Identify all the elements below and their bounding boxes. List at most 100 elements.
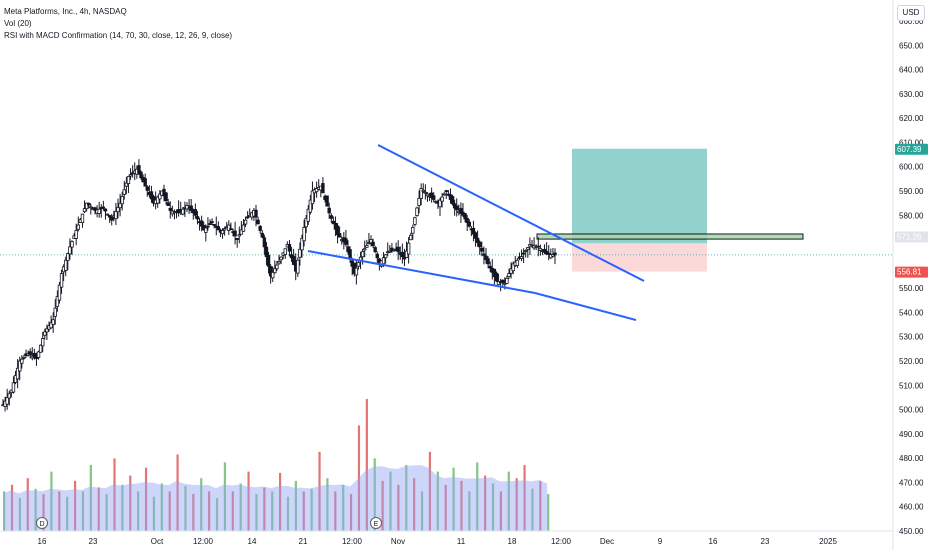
- volume-bar: [326, 478, 329, 531]
- volume-bar: [460, 480, 463, 531]
- candle-body: [262, 237, 267, 248]
- candle-body: [139, 171, 143, 179]
- candle-body: [365, 245, 369, 248]
- entry-zone-rectangle[interactable]: [536, 233, 804, 240]
- candle-body: [273, 268, 277, 274]
- candle-body: [82, 208, 87, 213]
- price-tick-label: 590.00: [899, 187, 924, 196]
- candle-body: [20, 358, 24, 364]
- candle-body: [222, 228, 227, 231]
- candle-body: [124, 182, 129, 187]
- price-tick-label: 610.00: [899, 138, 924, 147]
- time-tick-label: Nov: [391, 537, 405, 546]
- candle-body: [277, 261, 281, 264]
- volume-bar: [294, 480, 297, 531]
- event-marker-e[interactable]: [370, 517, 382, 529]
- candle-body: [64, 259, 68, 271]
- candle-body: [444, 190, 448, 192]
- candle-body: [480, 247, 484, 252]
- candle-body: [32, 352, 37, 358]
- volume-bar: [349, 494, 353, 531]
- price-tick-label: 550.00: [899, 284, 924, 293]
- price-tick-label: 490.00: [899, 430, 924, 439]
- candle-body: [329, 215, 333, 219]
- entry-price-badge-text: 571.26: [897, 233, 922, 242]
- position-tool[interactable]: [0, 148, 893, 272]
- stop-zone[interactable]: [572, 243, 707, 272]
- volume-bar: [539, 480, 542, 531]
- volume-bar: [113, 458, 116, 531]
- time-tick-label: Dec: [600, 537, 614, 546]
- target-zone[interactable]: [572, 148, 707, 244]
- volume-indicator-label[interactable]: Vol (20): [4, 19, 32, 28]
- volume-bar: [200, 478, 203, 531]
- candle-body: [360, 251, 365, 258]
- candle-body: [275, 264, 279, 270]
- trendlines[interactable]: [307, 144, 645, 321]
- candle-body: [5, 397, 9, 405]
- candle-body: [105, 213, 110, 216]
- candle-body: [459, 208, 463, 214]
- volume-bar: [10, 484, 14, 531]
- volume-bar: [365, 399, 368, 531]
- candle-body: [243, 219, 248, 225]
- trendline[interactable]: [534, 292, 637, 321]
- candle-body: [327, 207, 331, 214]
- chart-legend: Meta Platforms, Inc., 4h, NASDAQ Vol (20…: [4, 6, 232, 42]
- candle-body: [519, 256, 524, 259]
- candle-body: [36, 351, 41, 358]
- candle-body: [126, 176, 131, 184]
- candle-body: [189, 205, 193, 211]
- candle-body: [237, 234, 241, 237]
- candle-body: [212, 224, 216, 226]
- candle-body: [49, 322, 53, 329]
- volume-bar: [3, 491, 6, 531]
- rsi-macd-indicator-label[interactable]: RSI with MACD Confirmation (14, 70, 30, …: [4, 31, 233, 40]
- volume-bar: [34, 488, 37, 531]
- symbol-title[interactable]: Meta Platforms, Inc., 4h, NASDAQ: [4, 7, 127, 16]
- candle-body: [298, 248, 302, 258]
- candle-body: [363, 248, 367, 251]
- volume-bar: [279, 472, 282, 531]
- candle-body: [216, 226, 221, 231]
- volume-bar: [452, 467, 455, 531]
- event-marker-label: E: [374, 521, 379, 528]
- price-tick-label: 510.00: [899, 381, 924, 390]
- candle-body: [335, 225, 340, 236]
- candle-body: [87, 202, 91, 206]
- volume-bar: [413, 478, 416, 531]
- candle-body: [239, 229, 244, 235]
- volume-bar: [499, 491, 502, 531]
- time-axis[interactable]: 16 23 Oct 12:00 14 21 12:00 Nov 11 18 12:00 Dec 9 16 2…: [38, 537, 838, 546]
- volume-bar: [66, 496, 69, 531]
- event-marker-d[interactable]: [36, 517, 48, 529]
- candle-body: [503, 282, 507, 285]
- candle-body: [68, 246, 72, 255]
- volume-bar: [444, 484, 447, 531]
- trendline[interactable]: [307, 250, 536, 294]
- candle-body: [440, 196, 444, 202]
- trendline[interactable]: [377, 144, 645, 282]
- candle-body: [304, 217, 308, 228]
- candle-body: [22, 356, 26, 359]
- candle-body: [193, 209, 198, 216]
- volume-bar: [18, 498, 21, 531]
- candle-body: [425, 193, 430, 197]
- candle-body: [526, 247, 530, 250]
- volume-bar: [231, 491, 234, 531]
- event-marker-label: D: [39, 521, 44, 528]
- candle-body: [402, 256, 407, 260]
- candle-body: [524, 250, 528, 252]
- candle-body: [511, 263, 515, 272]
- candle-body: [442, 193, 446, 196]
- candle-body: [89, 206, 93, 209]
- currency-button[interactable]: USD: [897, 5, 925, 21]
- volume-bar: [137, 491, 140, 531]
- candle-body: [417, 197, 421, 206]
- candle-body: [415, 207, 419, 216]
- candle-body: [258, 225, 262, 231]
- volume-bar: [152, 496, 156, 531]
- candle-body: [375, 253, 379, 259]
